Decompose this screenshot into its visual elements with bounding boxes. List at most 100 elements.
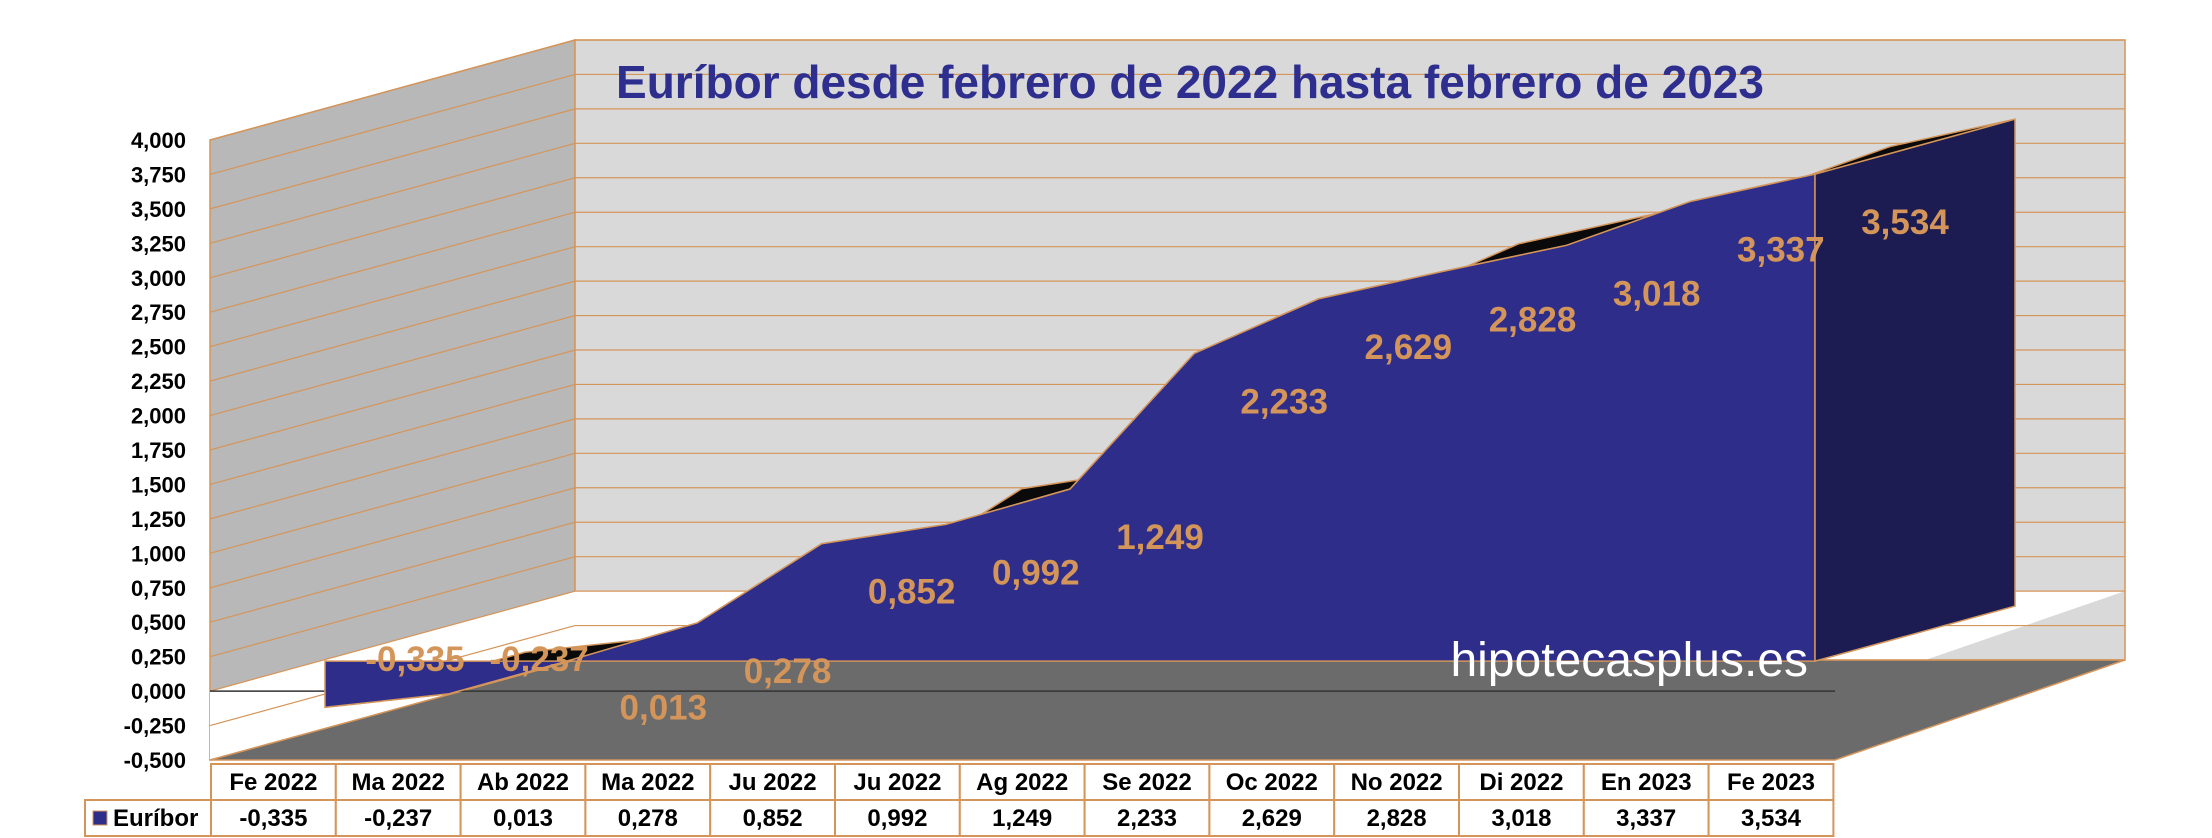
y-tick-label: 0,750: [131, 576, 186, 601]
table-value: 2,828: [1367, 805, 1427, 832]
gridline-side: [209, 556, 576, 658]
table-header-label: Ab 2022: [477, 769, 569, 796]
gridline-side: [209, 590, 576, 692]
area-side-face: [1814, 118, 2016, 663]
gridline-side: [209, 108, 576, 210]
table-header-cell: [459, 763, 587, 801]
table-value: 0,013: [493, 805, 553, 832]
gridline-side: [209, 177, 576, 279]
data-label: 3,534: [1861, 203, 1949, 242]
y-tick-label: 1,750: [131, 438, 186, 463]
data-label: 2,828: [1489, 300, 1577, 339]
gridline-side: [209, 280, 576, 382]
y-tick-label: 0,250: [131, 645, 186, 670]
data-label: 3,018: [1613, 274, 1701, 313]
table-value: -0,237: [364, 805, 432, 832]
y-tick-label: 1,250: [131, 507, 186, 532]
y-tick-label: 0,000: [131, 679, 186, 704]
table-series-name: Euríbor: [113, 805, 198, 832]
table-value-cell: [834, 799, 961, 837]
y-tick-label: 0,500: [131, 610, 186, 635]
table-header-label: Ag 2022: [976, 769, 1068, 796]
table-value-cell: [1333, 799, 1460, 837]
data-table: Fe 2022 Ma 2022 Ab 2022 Ma 2022 Ju 2022 Ju 20…: [84, 763, 1835, 837]
watermark: hipotecasplus.es: [1450, 634, 1808, 687]
gridline-side: [209, 39, 576, 141]
table-value: 3,018: [1491, 805, 1551, 832]
table-value: 1,249: [992, 805, 1052, 832]
data-label: 0,278: [744, 652, 832, 691]
table-header-label: Ma 2022: [601, 769, 694, 796]
table-header-cell: [1707, 763, 1835, 801]
y-tick-label: 2,500: [131, 335, 186, 360]
table-header-label: Oc 2022: [1226, 769, 1318, 796]
y-tick-label: -0,250: [124, 714, 186, 739]
y-tick-label: 2,750: [131, 300, 186, 325]
table-header-cell: [958, 763, 1086, 801]
table-value: 3,534: [1741, 805, 1802, 832]
data-label: -0,335: [365, 640, 464, 679]
table-value-cell: [1707, 799, 1835, 837]
gridline-side: [209, 383, 576, 486]
y-axis-ticks: 4,000 3,750 3,500 3,250 3,000 2,750 2,500 2,250…: [124, 128, 186, 773]
y-tick-label: 2,250: [131, 369, 186, 394]
data-label: 2,629: [1365, 328, 1453, 367]
gridline-side: [209, 487, 576, 589]
data-label: 1,249: [1116, 518, 1204, 557]
table-value-cell: [210, 799, 337, 837]
table-header-label: Di 2022: [1479, 769, 1563, 796]
y-tick-label: 3,000: [131, 266, 186, 291]
table-value: -0,335: [239, 805, 307, 832]
gridline-side: [209, 349, 576, 451]
area-front-face: [324, 173, 1816, 709]
table-value: 0,852: [743, 805, 803, 832]
table-header-label: No 2022: [1351, 769, 1443, 796]
table-value-cell: [958, 799, 1086, 837]
table-value: 2,629: [1242, 805, 1302, 832]
table-header-cell: [834, 763, 961, 801]
data-label: 0,992: [992, 553, 1080, 592]
data-labels: -0,335 -0,237 0,013 0,278 0,852 0,992 1,249 2,2…: [365, 203, 1949, 727]
gridline-side: [209, 73, 576, 176]
table-value-cell: [584, 799, 712, 837]
gridline-side: [209, 211, 576, 313]
chart-title: Euríbor desde febrero de 2022 hasta febr…: [616, 56, 1764, 108]
table-value-cell: [459, 799, 587, 837]
table-value: 3,337: [1616, 805, 1676, 832]
data-label: 3,337: [1737, 230, 1825, 269]
y-tick-label: 3,250: [131, 231, 186, 256]
data-label: 0,852: [868, 573, 956, 612]
y-tick-label: 4,000: [131, 128, 186, 153]
table-header-label: Se 2022: [1102, 769, 1191, 796]
gridline-side: [209, 521, 576, 623]
gridline-side: [209, 246, 576, 348]
table-header-label: Fe 2022: [229, 769, 317, 796]
data-label: -0,237: [490, 640, 589, 679]
gridline-side: [209, 452, 576, 554]
table-value: 2,233: [1117, 805, 1177, 832]
gridline-side: [209, 142, 576, 244]
y-tick-label: 3,750: [131, 162, 186, 187]
gridline-side: [209, 659, 576, 761]
gridline-side: [209, 418, 576, 520]
table-header-cell: [210, 763, 337, 801]
table-header-label: Ju 2022: [729, 769, 817, 796]
table-value-cell: [1083, 799, 1211, 837]
table-value-cell: [334, 799, 462, 837]
area-series-euribor: [324, 118, 2016, 709]
table-value: 0,992: [867, 805, 927, 832]
table-header-label: Fe 2023: [1727, 769, 1815, 796]
y-tick-label: -0,500: [124, 748, 186, 773]
y-tick-label: 1,500: [131, 472, 186, 497]
table-header-label: En 2023: [1601, 769, 1692, 796]
table-value-cell: [1582, 799, 1710, 837]
y-tick-label: 1,000: [131, 541, 186, 566]
gridline-side: [209, 314, 576, 417]
data-label: 2,233: [1240, 382, 1328, 421]
table-header-label: Ma 2022: [351, 769, 444, 796]
table-header-label: Ju 2022: [853, 769, 941, 796]
table-value: 0,278: [618, 805, 678, 832]
data-label: 0,013: [620, 688, 708, 727]
legend-swatch: [92, 810, 108, 826]
table-value-cell: [1208, 799, 1336, 837]
